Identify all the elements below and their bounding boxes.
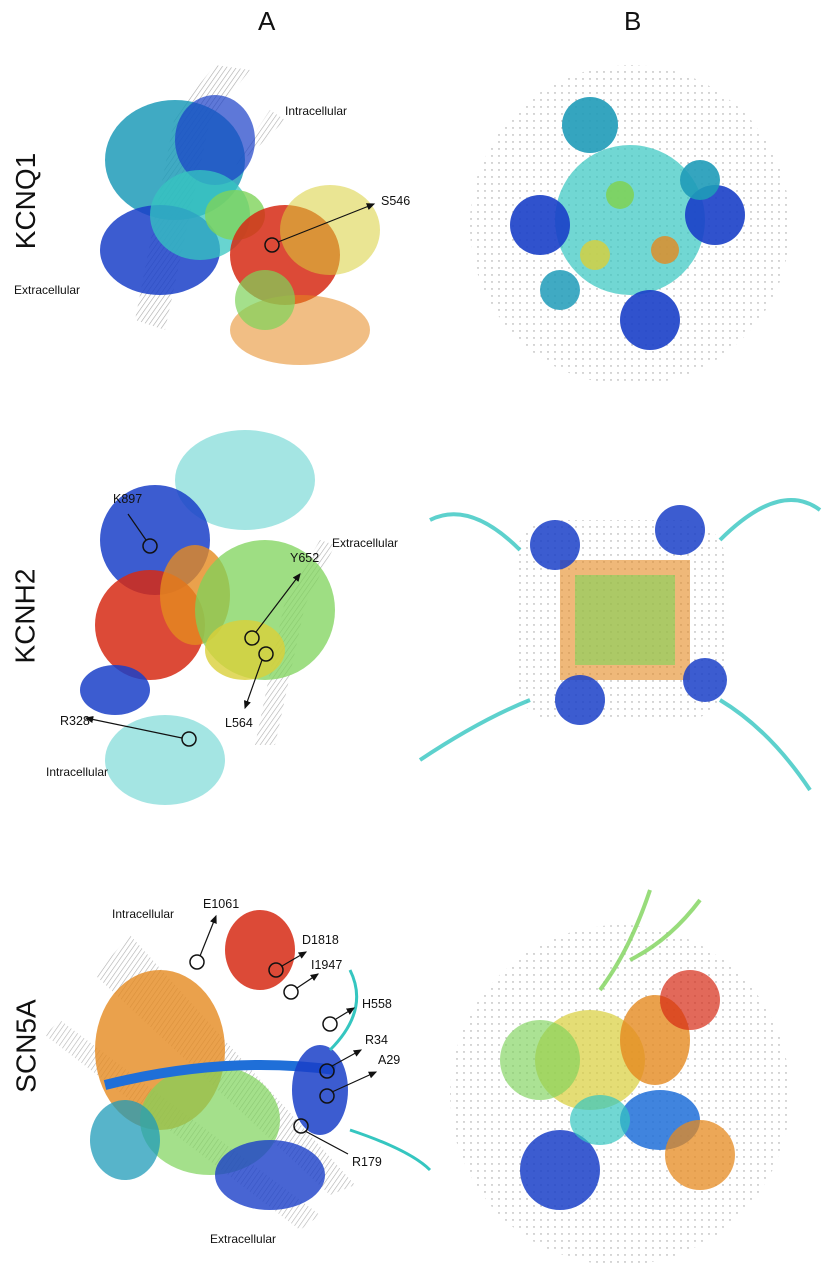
kcnq1-helix-bundle bbox=[100, 95, 380, 365]
kcnq1-top-view bbox=[470, 65, 790, 385]
kcnq1-residue-s546: S546 bbox=[381, 194, 411, 208]
scn5a-h558-marker bbox=[322, 1016, 338, 1032]
kcnh2-k897-marker bbox=[142, 538, 158, 554]
column-label-b: B bbox=[624, 6, 642, 36]
scn5a-r179-marker bbox=[293, 1118, 309, 1134]
column-label-a: A bbox=[258, 6, 276, 36]
scn5a-residue-h558: H558 bbox=[362, 997, 392, 1011]
scn5a-extracellular-label: Extracellular bbox=[210, 1232, 277, 1246]
kcnh2-y652-marker bbox=[244, 630, 260, 646]
kcnh2-residue-k897: K897 bbox=[113, 492, 143, 506]
scn5a-r34-marker bbox=[319, 1063, 335, 1079]
scn5a-residue-i1947: I1947 bbox=[311, 958, 343, 972]
kcnh2-side-view bbox=[80, 430, 335, 805]
scn5a-residue-a29: A29 bbox=[378, 1053, 401, 1067]
scn5a-a29-marker bbox=[319, 1088, 335, 1104]
kcnq1-s546-marker bbox=[264, 237, 280, 253]
kcnh2-r328-marker bbox=[181, 731, 197, 747]
scn5a-e1061-marker bbox=[189, 954, 205, 970]
kcnq1-extracellular-label: Extracellular bbox=[14, 283, 81, 297]
kcnq1-intracellular-label: Intracellular bbox=[285, 104, 348, 118]
scn5a-residue-r179: R179 bbox=[352, 1155, 382, 1169]
kcnh2-residue-y652: Y652 bbox=[290, 551, 320, 565]
kcnq1-side-view bbox=[100, 65, 380, 365]
kcnh2-extracellular-label: Extracellular bbox=[332, 536, 399, 550]
scn5a-residue-d1818: D1818 bbox=[302, 933, 339, 947]
kcnh2-top-view bbox=[418, 498, 822, 792]
scn5a-d1818-marker bbox=[268, 962, 284, 978]
kcnh2-l564-marker bbox=[258, 646, 274, 662]
scn5a-intracellular-label: Intracellular bbox=[112, 907, 175, 921]
kcnh2-residue-l564: L564 bbox=[225, 716, 253, 730]
scn5a-residue-r34: R34 bbox=[365, 1033, 388, 1047]
scn5a-i1947-marker bbox=[283, 984, 299, 1000]
kcnh2-intracellular-label: Intracellular bbox=[46, 765, 109, 779]
scn5a-side-view bbox=[45, 910, 432, 1230]
scn5a-residue-e1061: E1061 bbox=[203, 897, 240, 911]
kcnh2-residue-r328: R328 bbox=[60, 714, 90, 728]
scn5a-top-view bbox=[450, 889, 790, 1265]
